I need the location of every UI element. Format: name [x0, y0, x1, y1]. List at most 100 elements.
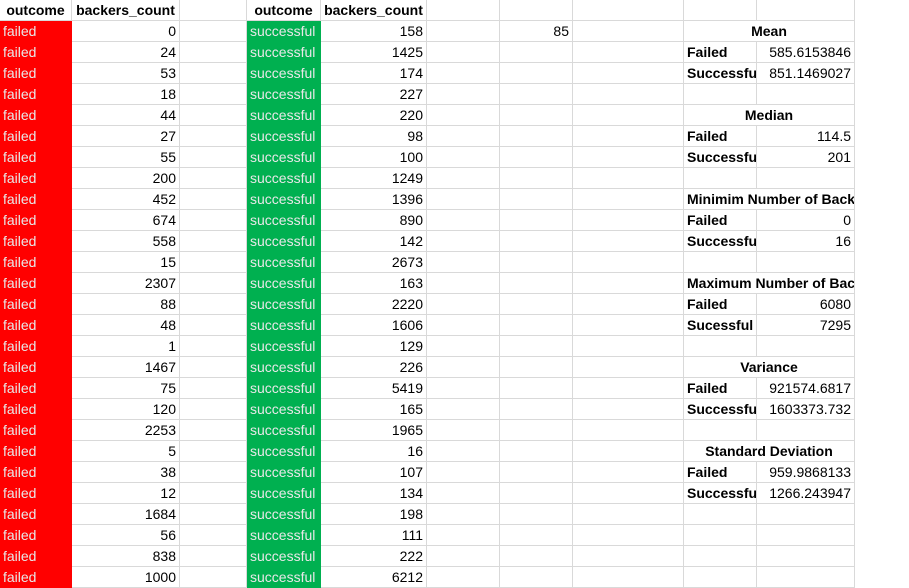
stat-title[interactable]: Median	[684, 105, 855, 126]
empty-cell[interactable]	[500, 231, 573, 252]
empty-cell[interactable]	[180, 252, 247, 273]
misc-value-cell[interactable]: 85	[500, 21, 573, 42]
success-backers-cell[interactable]: 227	[321, 84, 427, 105]
success-outcome-cell[interactable]: successful	[247, 294, 321, 315]
header-backers-failed[interactable]: backers_count	[72, 0, 180, 21]
empty-cell[interactable]	[427, 420, 500, 441]
success-outcome-cell[interactable]: successful	[247, 147, 321, 168]
empty-cell[interactable]	[757, 84, 855, 105]
success-backers-cell[interactable]: 222	[321, 546, 427, 567]
empty-cell[interactable]	[684, 546, 757, 567]
failed-outcome-cell[interactable]: failed	[0, 210, 72, 231]
success-backers-cell[interactable]: 6212	[321, 567, 427, 588]
empty-cell[interactable]	[180, 105, 247, 126]
failed-outcome-cell[interactable]: failed	[0, 126, 72, 147]
empty-cell[interactable]	[757, 0, 855, 21]
empty-cell[interactable]	[180, 378, 247, 399]
empty-cell[interactable]	[573, 168, 684, 189]
success-backers-cell[interactable]: 890	[321, 210, 427, 231]
stat-value[interactable]: 1266.243947	[757, 483, 855, 504]
failed-outcome-cell[interactable]: failed	[0, 84, 72, 105]
empty-cell[interactable]	[684, 420, 757, 441]
failed-backers-cell[interactable]: 12	[72, 483, 180, 504]
stat-value[interactable]: 1603373.732	[757, 399, 855, 420]
stat-value[interactable]: 0	[757, 210, 855, 231]
stat-label[interactable]: Successful	[684, 147, 757, 168]
failed-outcome-cell[interactable]: failed	[0, 315, 72, 336]
failed-backers-cell[interactable]: 838	[72, 546, 180, 567]
stat-label[interactable]: Successful	[684, 483, 757, 504]
empty-cell[interactable]	[427, 231, 500, 252]
failed-outcome-cell[interactable]: failed	[0, 399, 72, 420]
success-outcome-cell[interactable]: successful	[247, 462, 321, 483]
empty-cell[interactable]	[427, 273, 500, 294]
empty-cell[interactable]	[180, 0, 247, 21]
success-backers-cell[interactable]: 1606	[321, 315, 427, 336]
empty-cell[interactable]	[500, 252, 573, 273]
stat-value[interactable]: 114.5	[757, 126, 855, 147]
empty-cell[interactable]	[500, 399, 573, 420]
empty-cell[interactable]	[500, 525, 573, 546]
failed-backers-cell[interactable]: 0	[72, 21, 180, 42]
success-backers-cell[interactable]: 142	[321, 231, 427, 252]
empty-cell[interactable]	[180, 126, 247, 147]
empty-cell[interactable]	[684, 504, 757, 525]
empty-cell[interactable]	[573, 420, 684, 441]
empty-cell[interactable]	[427, 147, 500, 168]
success-backers-cell[interactable]: 5419	[321, 378, 427, 399]
failed-outcome-cell[interactable]: failed	[0, 546, 72, 567]
empty-cell[interactable]	[180, 357, 247, 378]
failed-backers-cell[interactable]: 24	[72, 42, 180, 63]
success-backers-cell[interactable]: 1396	[321, 189, 427, 210]
failed-backers-cell[interactable]: 1000	[72, 567, 180, 588]
empty-cell[interactable]	[573, 315, 684, 336]
stat-label[interactable]: Failed	[684, 42, 757, 63]
success-outcome-cell[interactable]: successful	[247, 357, 321, 378]
failed-outcome-cell[interactable]: failed	[0, 504, 72, 525]
empty-cell[interactable]	[427, 189, 500, 210]
failed-outcome-cell[interactable]: failed	[0, 42, 72, 63]
success-outcome-cell[interactable]: successful	[247, 84, 321, 105]
empty-cell[interactable]	[500, 273, 573, 294]
empty-cell[interactable]	[180, 294, 247, 315]
failed-outcome-cell[interactable]: failed	[0, 462, 72, 483]
empty-cell[interactable]	[180, 315, 247, 336]
empty-cell[interactable]	[500, 357, 573, 378]
failed-backers-cell[interactable]: 15	[72, 252, 180, 273]
success-backers-cell[interactable]: 1425	[321, 42, 427, 63]
success-backers-cell[interactable]: 158	[321, 21, 427, 42]
empty-cell[interactable]	[427, 462, 500, 483]
empty-cell[interactable]	[684, 0, 757, 21]
empty-cell[interactable]	[573, 336, 684, 357]
empty-cell[interactable]	[573, 399, 684, 420]
empty-cell[interactable]	[573, 210, 684, 231]
success-outcome-cell[interactable]: successful	[247, 63, 321, 84]
empty-cell[interactable]	[180, 168, 247, 189]
failed-outcome-cell[interactable]: failed	[0, 168, 72, 189]
empty-cell[interactable]	[427, 315, 500, 336]
empty-cell[interactable]	[500, 42, 573, 63]
failed-backers-cell[interactable]: 48	[72, 315, 180, 336]
header-backers-success[interactable]: backers_count	[321, 0, 427, 21]
empty-cell[interactable]	[500, 189, 573, 210]
empty-cell[interactable]	[180, 84, 247, 105]
empty-cell[interactable]	[757, 420, 855, 441]
success-outcome-cell[interactable]: successful	[247, 525, 321, 546]
failed-backers-cell[interactable]: 1467	[72, 357, 180, 378]
empty-cell[interactable]	[180, 336, 247, 357]
failed-backers-cell[interactable]: 2307	[72, 273, 180, 294]
success-outcome-cell[interactable]: successful	[247, 546, 321, 567]
success-backers-cell[interactable]: 129	[321, 336, 427, 357]
success-backers-cell[interactable]: 98	[321, 126, 427, 147]
stat-label[interactable]: Failed	[684, 462, 757, 483]
success-outcome-cell[interactable]: successful	[247, 399, 321, 420]
failed-backers-cell[interactable]: 1684	[72, 504, 180, 525]
success-outcome-cell[interactable]: successful	[247, 21, 321, 42]
empty-cell[interactable]	[500, 168, 573, 189]
empty-cell[interactable]	[427, 483, 500, 504]
stat-value[interactable]: 585.6153846	[757, 42, 855, 63]
success-backers-cell[interactable]: 107	[321, 462, 427, 483]
stat-label[interactable]: Successful	[684, 399, 757, 420]
failed-outcome-cell[interactable]: failed	[0, 252, 72, 273]
success-outcome-cell[interactable]: successful	[247, 105, 321, 126]
